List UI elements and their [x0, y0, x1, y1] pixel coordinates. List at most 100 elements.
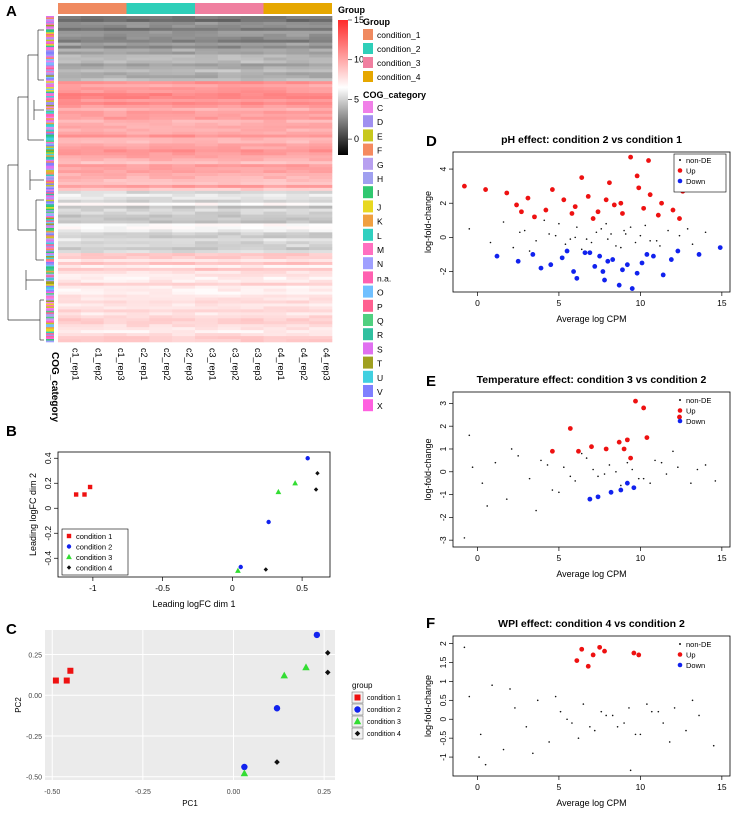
heatmap-cell	[240, 78, 264, 82]
heatmap-cell	[80, 96, 104, 100]
heatmap-cell	[217, 327, 241, 331]
cog-strip-cell	[46, 244, 54, 246]
heatmap-cell	[263, 30, 287, 35]
heatmap-cell	[286, 48, 310, 52]
heatmap-cell	[80, 285, 104, 289]
heatmap-cell	[80, 161, 104, 165]
heatmap-cell	[309, 285, 333, 289]
data-point-down	[629, 286, 635, 291]
heatmap-cell	[80, 181, 104, 186]
heatmap-cell	[263, 294, 287, 298]
data-point-non-de	[512, 246, 515, 249]
heatmap-cell	[309, 211, 333, 215]
heatmap-cell	[80, 164, 104, 168]
heatmap-cell	[126, 276, 150, 281]
heatmap-cell	[286, 217, 310, 221]
heatmap-cell	[103, 309, 127, 313]
cog-strip-cell	[46, 198, 54, 201]
y-tick-label: -1	[438, 753, 448, 761]
heatmap-cell	[103, 211, 127, 215]
heatmap-cell	[263, 21, 287, 26]
heatmap-cell	[240, 16, 264, 20]
heatmap-cell	[309, 78, 333, 82]
heatmap-cell	[149, 321, 173, 325]
heatmap-cell	[309, 259, 333, 263]
heatmap-cell	[172, 57, 196, 61]
heatmap-cell	[103, 226, 127, 230]
heatmap-cell	[309, 33, 333, 38]
heatmap-cell	[80, 214, 104, 218]
heatmap-cell	[240, 140, 264, 144]
heatmap-cell	[263, 45, 287, 49]
heatmap-cell	[263, 205, 287, 209]
cog-strip-cell	[46, 276, 54, 279]
x-tick-label: -1	[89, 583, 97, 593]
data-point-non-de	[662, 722, 664, 724]
data-point-down	[696, 252, 702, 257]
heatmap-cell	[309, 220, 333, 224]
sample-label: c4_rep3	[322, 348, 332, 381]
heatmap-cell	[195, 48, 219, 52]
data-point-up	[624, 437, 630, 443]
legend-label: Down	[686, 417, 705, 426]
cog-strip-cell	[46, 21, 54, 24]
heatmap-cell	[240, 110, 264, 115]
heatmap-cell	[172, 199, 196, 204]
data-point-non-de	[525, 726, 528, 728]
heatmap-cell	[217, 291, 241, 295]
heatmap-cell	[263, 173, 287, 177]
heatmap-cell	[172, 205, 196, 209]
legend-marker	[354, 694, 361, 701]
heatmap-cell	[195, 116, 219, 121]
heatmap-cell	[80, 267, 104, 272]
data-point-non-de	[616, 726, 619, 728]
heatmap-cell	[240, 264, 264, 269]
heatmap-cell	[149, 96, 173, 100]
heatmap-cell	[217, 137, 241, 141]
heatmap-cell	[240, 190, 264, 195]
heatmap-cell	[309, 214, 333, 218]
legend-label: Down	[686, 661, 705, 670]
heatmap-cell	[58, 78, 82, 82]
heatmap-cell	[103, 101, 127, 106]
heatmap-cell	[240, 282, 264, 286]
heatmap-cell	[103, 60, 127, 64]
heatmap-cell	[58, 211, 82, 215]
heatmap-cell	[172, 119, 196, 123]
heatmap-cell	[195, 273, 219, 278]
heatmap-cell	[195, 270, 219, 275]
data-point-non-de	[606, 238, 609, 240]
heatmap-cell	[286, 327, 310, 331]
heatmap-cell	[240, 276, 264, 281]
heatmap-cell	[309, 54, 333, 58]
cog-strip-cell	[46, 250, 54, 252]
group-legend-label: condition_1	[377, 30, 421, 40]
heatmap-cell	[172, 155, 196, 159]
heatmap-cell	[103, 264, 127, 269]
heatmap-cell	[172, 208, 196, 212]
data-point-non-de	[592, 468, 594, 471]
data-point-non-de	[510, 448, 513, 450]
heatmap-cell	[240, 193, 264, 198]
heatmap-cell	[217, 143, 241, 147]
heatmap-cell	[240, 184, 264, 189]
legend-label: condition 2	[76, 543, 112, 552]
data-point-up	[574, 658, 580, 663]
data-point-non-de	[691, 699, 694, 702]
heatmap-cell	[80, 152, 104, 156]
heatmap-cell	[149, 244, 173, 248]
heatmap-cell	[149, 193, 173, 198]
y-tick-label: 0.00	[28, 693, 42, 700]
heatmap-cell	[263, 187, 287, 192]
heatmap-cell	[58, 205, 82, 209]
heatmap-cell	[240, 146, 264, 150]
heatmap-cell	[217, 318, 241, 322]
heatmap-cell	[172, 176, 196, 180]
legend-box	[673, 153, 727, 193]
heatmap-cell	[217, 167, 241, 171]
heatmap-cell	[286, 297, 310, 301]
data-point-non-de	[646, 703, 648, 705]
heatmap-cell	[172, 330, 196, 334]
heatmap-cell	[149, 113, 173, 118]
heatmap-cell	[240, 205, 264, 209]
